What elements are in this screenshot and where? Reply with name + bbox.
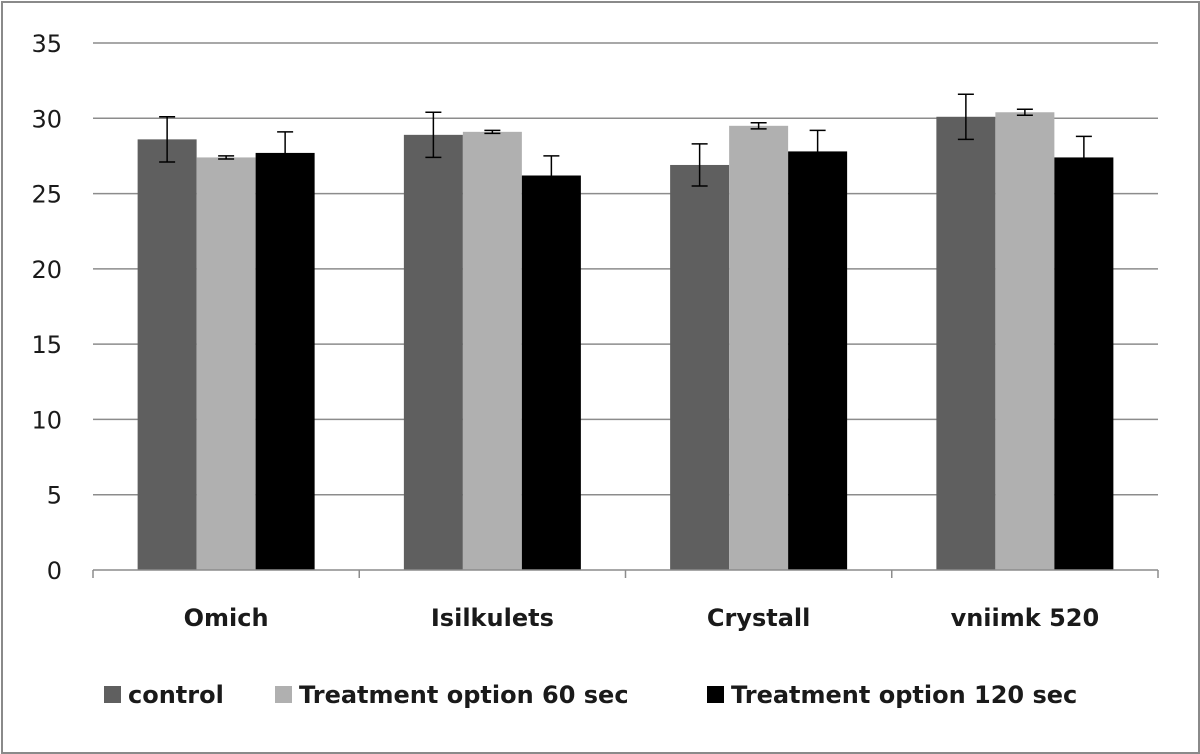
bar [729, 125, 789, 571]
bar [462, 131, 522, 570]
bar [995, 112, 1055, 571]
y-tick-label: 20 [31, 256, 62, 284]
error-bars [159, 93, 1092, 196]
x-axis [92, 569, 1159, 578]
x-category-label: vniimk 520 [951, 604, 1100, 632]
y-tick-label: 25 [31, 181, 62, 209]
legend-label: Treatment option 60 sec [299, 681, 629, 709]
legend: control Treatment option 60 sec Treatment … [104, 681, 1077, 709]
legend-swatch [275, 686, 292, 703]
y-axis-ticks: 0 5 10 15 20 25 30 35 [31, 30, 62, 585]
legend-label: control [128, 681, 224, 709]
bar [788, 151, 848, 570]
y-tick-label: 35 [31, 30, 62, 58]
bar [255, 152, 315, 570]
bar [196, 157, 256, 571]
bar [137, 139, 197, 570]
bar [670, 164, 730, 570]
bar [936, 116, 996, 570]
bar [403, 134, 463, 570]
y-tick-label: 15 [31, 331, 62, 359]
legend-label: Treatment option 120 sec [731, 681, 1077, 709]
legend-swatch [104, 686, 121, 703]
x-category-label: Isilkulets [431, 604, 554, 632]
y-tick-label: 30 [31, 105, 62, 133]
y-tick-label: 0 [47, 557, 62, 585]
x-axis-labels: Omich Isilkulets Crystall vniimk 520 [184, 604, 1100, 632]
bar [1054, 157, 1114, 571]
x-category-label: Omich [184, 604, 269, 632]
bar [521, 175, 581, 570]
y-tick-label: 10 [31, 406, 62, 434]
y-tick-label: 5 [47, 482, 62, 510]
legend-swatch [707, 686, 724, 703]
x-category-label: Crystall [707, 604, 811, 632]
bars [137, 112, 1114, 571]
